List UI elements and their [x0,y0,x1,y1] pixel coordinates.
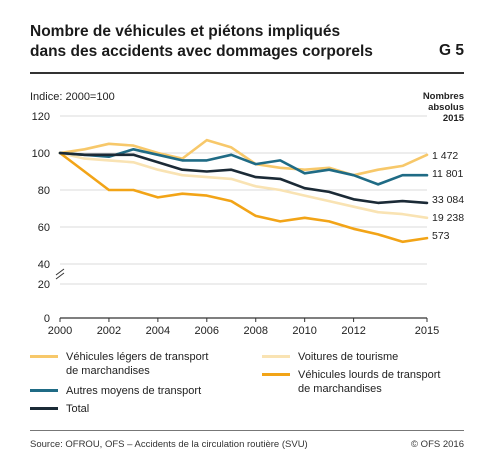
x-tick-label-2008: 2008 [243,325,267,337]
legend-label-heavy-goods-1: Véhicules lourds de transport [298,369,441,381]
y-tick-label-20: 20 [38,279,50,291]
end-label-other: 11 801 [432,168,463,180]
legend: Véhicules légers de transport de marchan… [30,350,470,426]
x-tick-label-2000: 2000 [48,325,72,337]
axis-break-mark-2 [55,268,65,276]
x-tick-label-2010: 2010 [292,325,316,337]
axis-break-mark-1 [55,272,65,280]
legend-item-total: Total [30,402,89,416]
x-tick-label-2002: 2002 [97,325,121,337]
line-chart: 0 20 40 60 80 100 120 2000 2002 2004 2006 2008 2010 2… [32,111,465,337]
legend-label-light-goods-2: de marchandises [66,365,150,377]
chart-title: Nombre de véhicules et piétons impliqués… [30,22,460,62]
end-label-cars: 19 238 [432,212,464,224]
legend-label-other: Autres moyens de transport [66,385,202,397]
end-label-heavy_goods: 573 [432,230,450,242]
series-line-light_goods [58,138,429,177]
series-line-heavy_goods [58,151,429,244]
y-tick-label-100: 100 [32,148,50,160]
y-tick-label-80: 80 [38,185,50,197]
source-note: Source: OFROU, OFS – Accidents de la cir… [30,439,308,450]
bottom-rule [30,430,464,431]
top-rule [30,72,464,74]
series-line-cars [58,151,429,220]
x-tick-label-2006: 2006 [195,325,219,337]
legend-swatch-light-goods [30,355,58,358]
legend-label-cars: Voitures de tourisme [298,351,399,363]
title-line-2: dans des accidents avec dommages corpore… [30,43,373,60]
unit-label: Indice: 2000=100 [30,91,115,103]
legend-item-other: Autres moyens de transport [30,384,201,398]
y-tick-label-120: 120 [32,111,50,123]
legend-swatch-heavy-goods [262,373,290,376]
absolute-values-header: Nombres absolus 2015 [423,91,464,124]
copyright: © OFS 2016 [411,439,464,450]
graph-number: G 5 [439,42,464,59]
legend-swatch-other [30,389,58,392]
legend-item-heavy-goods: Véhicules lourds de transport de marchan… [262,368,440,396]
legend-item-cars: Voitures de tourisme [262,350,398,364]
y-tick-label-40: 40 [38,259,50,271]
title-line-1: Nombre de véhicules et piétons impliqués [30,23,341,40]
abs-header-line-2: absolus [428,102,464,113]
legend-label-total: Total [66,403,90,415]
legend-label-heavy-goods-2: de marchandises [298,383,382,395]
x-tick-label-2004: 2004 [146,325,170,337]
series-line-total [58,151,429,205]
y-tick-label-60: 60 [38,222,50,234]
y-tick-label-0: 0 [44,313,50,325]
abs-header-line-1: Nombres [422,91,464,102]
end-label-light_goods: 1 472 [432,150,458,162]
end-label-total: 33 084 [432,194,464,206]
x-tick-label-2012: 2012 [341,325,365,337]
legend-swatch-total [30,407,58,410]
series-line-other [58,148,429,186]
x-tick-label-2015: 2015 [415,325,439,337]
legend-label-light-goods-1: Véhicules légers de transport [66,351,209,363]
legend-item-light-goods: Véhicules légers de transport de marchan… [30,350,208,378]
legend-swatch-cars [262,355,290,358]
abs-header-line-3: 2015 [442,113,464,124]
